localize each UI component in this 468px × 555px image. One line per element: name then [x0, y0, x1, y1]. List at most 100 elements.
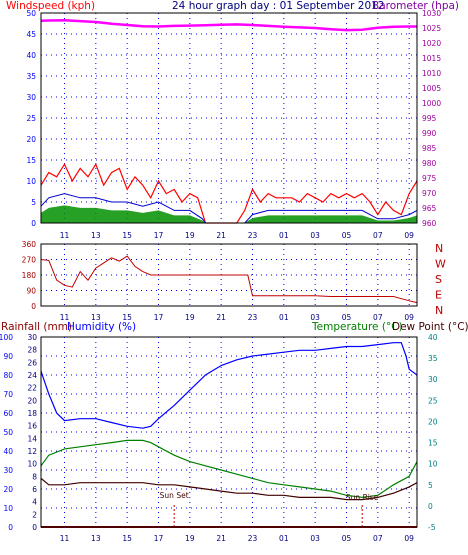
windspeed-axis-title: Windspeed (kph)	[6, 0, 95, 12]
average-speed-area	[41, 205, 417, 223]
x-tick-label: 07	[373, 313, 383, 322]
barometer-line	[40, 18, 417, 32]
baro-y-tick-label: 1015	[422, 54, 441, 63]
x-tick-label: 19	[185, 313, 195, 322]
x-tick-label: 05	[342, 231, 352, 240]
humidity-y-tick-label: 80	[3, 371, 13, 380]
humidity-y-tick-label: 0	[8, 523, 13, 532]
wind-direction-line	[40, 255, 418, 304]
sunset-label: Sun Set	[160, 491, 189, 500]
wind-y-tick-label: 35	[26, 72, 36, 81]
humidity-y-tick-label: 60	[3, 409, 13, 418]
baro-y-tick-label: 1020	[422, 39, 441, 48]
rain-y-tick-label: 30	[27, 333, 37, 342]
x-tick-label: 13	[91, 231, 101, 240]
x-tick-label: 15	[122, 313, 132, 322]
x-tick-label: 03	[310, 534, 320, 543]
wind-y-tick-label: 10	[26, 177, 36, 186]
baro-y-tick-label: 1005	[422, 84, 441, 93]
baro-y-tick-label: 975	[422, 174, 437, 183]
temp-y-tick-label: 40	[428, 333, 438, 342]
x-tick-label: 17	[154, 534, 164, 543]
x-tick-label: 05	[342, 534, 352, 543]
baro-y-tick-label: 990	[422, 129, 437, 138]
x-tick-label: 01	[279, 534, 289, 543]
x-tick-label: 09	[404, 313, 414, 322]
rain-y-tick-label: 14	[27, 434, 37, 443]
x-tick-label: 23	[248, 534, 258, 543]
x-tick-label: 23	[248, 231, 258, 240]
humidity-y-tick-label: 90	[3, 352, 13, 361]
rain-y-tick-label: 22	[27, 384, 37, 393]
graph-title: 24 hour graph day : 01 September 2012	[172, 0, 384, 12]
temp-y-tick-label: 30	[428, 375, 438, 384]
humidity-axis-title: Humidity (%)	[67, 321, 136, 333]
x-tick-label: 15	[122, 231, 132, 240]
temp-y-tick-label: 35	[428, 354, 438, 363]
temp-panel-frame	[40, 336, 418, 528]
direction-y-tick-label: 180	[22, 271, 37, 280]
x-tick-label: 11	[60, 313, 70, 322]
x-tick-label: 01	[279, 313, 289, 322]
wind-y-tick-label: 5	[31, 198, 36, 207]
average-speed-fill	[41, 205, 417, 223]
rain-y-tick-label: 16	[27, 422, 37, 431]
x-tick-label: 17	[154, 313, 164, 322]
humidity-y-tick-label: 30	[3, 466, 13, 475]
temp-y-tick-label: 25	[428, 396, 438, 405]
sunrise-label: Sun Rise	[346, 493, 379, 502]
rain-y-tick-label: 28	[27, 346, 37, 355]
barometer-axis-title: Barometer (hpa)	[372, 0, 459, 12]
baro-y-tick-label: 970	[422, 189, 437, 198]
x-tick-label: 01	[279, 231, 289, 240]
wind-panel-frame	[40, 12, 418, 224]
rain-y-tick-label: 4	[32, 498, 37, 507]
humidity-y-tick-label: 40	[3, 447, 13, 456]
humidity-y-tick-label: 10	[3, 504, 13, 513]
direction-panel-frame	[40, 243, 418, 307]
temp-y-tick-label: 0	[428, 502, 433, 511]
rain-y-tick-label: 10	[27, 460, 37, 469]
wind-y-tick-label: 0	[31, 219, 36, 228]
rain-y-tick-label: 20	[27, 396, 37, 405]
baro-y-tick-label: 1025	[422, 24, 441, 33]
x-tick-label: 17	[154, 231, 164, 240]
rain-y-tick-label: 12	[27, 447, 37, 456]
humidity-y-tick-label: 100	[0, 333, 13, 342]
x-tick-label: 13	[91, 534, 101, 543]
temp-y-tick-label: 15	[428, 439, 438, 448]
temperature-axis-title: Temperature (°C)	[311, 321, 403, 333]
rain-y-tick-label: 8	[32, 472, 37, 481]
baro-y-tick-label: 985	[422, 144, 437, 153]
wind-panel-grid	[41, 12, 417, 224]
rain-y-tick-label: 26	[27, 358, 37, 367]
dewpoint-axis-title: Dew Point (°C)	[392, 321, 468, 333]
rain-y-tick-label: 18	[27, 409, 37, 418]
direction-y-tick-label: 90	[26, 287, 36, 296]
humidity-y-tick-label: 70	[3, 390, 13, 399]
x-tick-label: 23	[248, 313, 258, 322]
temp-y-tick-label: 10	[428, 460, 438, 469]
x-tick-label: 21	[216, 534, 226, 543]
compass-label: W	[435, 258, 446, 271]
baro-y-tick-label: 1000	[422, 99, 441, 108]
x-tick-label: 09	[404, 534, 414, 543]
compass-label: E	[435, 289, 442, 302]
wind-y-tick-label: 40	[26, 51, 36, 60]
wind-panel-tick-labels: 0510152025303540455096096597097598098599…	[26, 9, 441, 240]
humidity-y-tick-label: 50	[3, 428, 13, 437]
wind-y-tick-label: 20	[26, 135, 36, 144]
x-tick-label: 11	[60, 231, 70, 240]
dewpoint-line	[40, 477, 418, 501]
compass-label: N	[435, 304, 443, 317]
wind-y-tick-label: 30	[26, 93, 36, 102]
baro-y-tick-label: 995	[422, 114, 437, 123]
temp-y-tick-label: -5	[428, 523, 436, 532]
direction-y-tick-label: 360	[22, 240, 37, 249]
temp-y-tick-label: 5	[428, 481, 433, 490]
compass-label: S	[435, 273, 442, 286]
baro-y-tick-label: 980	[422, 159, 437, 168]
